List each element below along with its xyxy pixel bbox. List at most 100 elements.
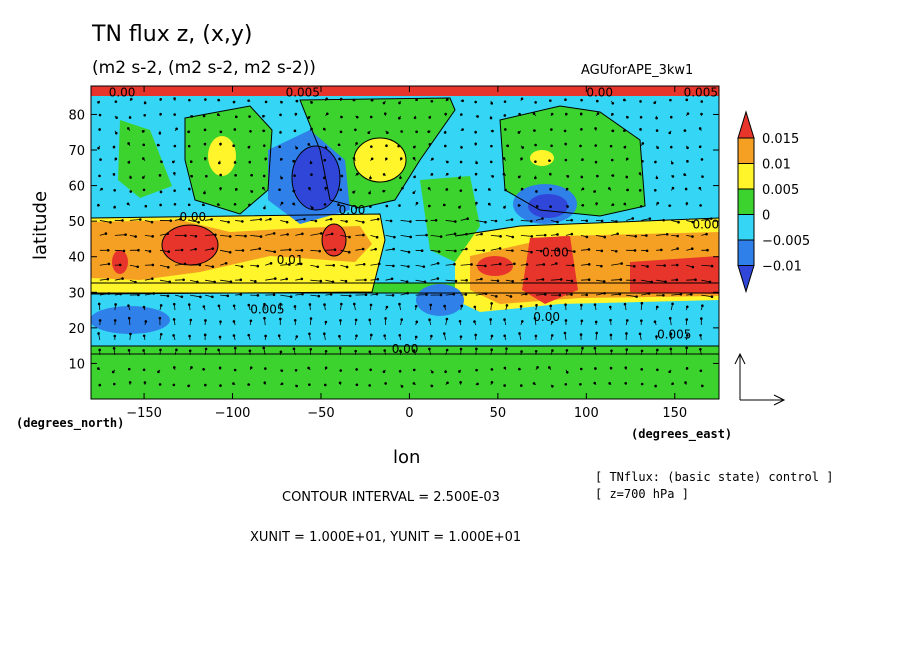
- flux-vector-head: [355, 334, 358, 338]
- flux-vector-head: [308, 332, 311, 336]
- flux-vector-head: [259, 218, 263, 221]
- flux-vector-head: [113, 188, 116, 192]
- flux-vector-head: [216, 113, 220, 116]
- flux-vector-head: [248, 203, 251, 207]
- flux-vector-head: [295, 384, 298, 388]
- flux-vector: [520, 220, 532, 222]
- flux-vector-head: [699, 347, 702, 351]
- flux-vector: [445, 220, 456, 222]
- flux-vector-head: [240, 265, 244, 268]
- flux-vector-head: [203, 191, 206, 195]
- flux-vector-head: [288, 263, 291, 266]
- flux-vector-head: [594, 160, 598, 164]
- flux-vector-head: [579, 367, 583, 371]
- contour-label: 0.005: [657, 328, 691, 342]
- flux-vector-head: [141, 176, 145, 179]
- flux-vector-head: [425, 233, 428, 237]
- flux-vector-head: [247, 145, 251, 149]
- flux-vector-head: [262, 174, 266, 178]
- flux-vector-head: [520, 350, 523, 353]
- flux-vector-head: [524, 292, 528, 296]
- colorbar-label: −0.01: [762, 260, 802, 275]
- flux-vector-head: [490, 144, 493, 148]
- flux-vector-head: [148, 250, 152, 253]
- flux-vector-head: [292, 347, 296, 351]
- flux-vector-head: [173, 113, 176, 116]
- flux-vector-head: [443, 131, 447, 134]
- flux-vector-head: [280, 176, 283, 180]
- flux-vector-head: [382, 101, 386, 105]
- flux-vector-head: [694, 278, 697, 282]
- y-unit-note: (degrees_north): [16, 416, 125, 430]
- flux-vector: [189, 220, 199, 223]
- flux-vector-head: [115, 131, 118, 135]
- flux-vector-head: [211, 265, 215, 269]
- flux-vector-head: [97, 146, 100, 150]
- flux-vector-head: [385, 144, 388, 148]
- flux-vector-head: [137, 248, 140, 252]
- flux-vector: [250, 234, 262, 237]
- contour-label: 0.01: [277, 253, 304, 267]
- flux-vector-head: [600, 249, 604, 253]
- flux-vector-head: [151, 263, 155, 267]
- flux-vector-head: [219, 130, 223, 134]
- flux-vector-head: [564, 142, 567, 146]
- flux-vector-head: [669, 332, 673, 336]
- flux-vector-head: [564, 303, 567, 306]
- midlat-boundary-band: [91, 283, 719, 293]
- flux-vector-head: [219, 142, 222, 146]
- flux-vector-head: [460, 146, 463, 149]
- flux-vector-head: [465, 247, 468, 251]
- flux-vector-head: [166, 294, 170, 298]
- flux-vector-head: [700, 158, 704, 161]
- flux-vector-head: [329, 217, 333, 221]
- flux-vector-head: [385, 204, 389, 208]
- flux-vector-head: [398, 369, 402, 373]
- flux-vector: [129, 264, 138, 268]
- flux-vector-head: [655, 129, 659, 132]
- flux-vector: [159, 294, 169, 297]
- flux-vector: [385, 234, 395, 238]
- flux-vector-head: [127, 316, 131, 320]
- flux-vector-head: [639, 205, 643, 208]
- flux-vector-head: [656, 146, 659, 149]
- flux-vector-head: [189, 160, 193, 164]
- flux-vector-head: [159, 332, 163, 336]
- flux-vector-head: [634, 234, 638, 238]
- flux-vector-head: [232, 334, 236, 337]
- flux-vector-head: [273, 277, 277, 280]
- flux-vector-head: [314, 219, 318, 223]
- flux-vector-head: [256, 294, 260, 297]
- flux-vector-head: [196, 280, 199, 284]
- flux-vector-head: [203, 157, 207, 160]
- flux-vector: [415, 279, 426, 283]
- flux-vector-head: [685, 334, 689, 337]
- flux-vector-head: [445, 317, 449, 321]
- flux-vector-head: [475, 368, 478, 372]
- flux-vector-head: [534, 350, 538, 353]
- flux-vector-head: [603, 235, 607, 239]
- flux-vector-head: [143, 381, 147, 384]
- flux-vector-head: [98, 383, 102, 387]
- flux-vector-head: [355, 142, 358, 145]
- flux-vector-head: [445, 188, 449, 191]
- flux-vector-head: [444, 144, 447, 148]
- colorbar-top-arrow: [737, 110, 755, 139]
- flux-vector-head: [534, 176, 537, 180]
- flux-vector-head: [619, 278, 623, 281]
- flux-vector-head: [295, 99, 299, 103]
- flux-vector-head: [228, 235, 232, 238]
- flux-vector-head: [480, 232, 483, 236]
- flux-vector-head: [580, 98, 583, 102]
- flux-vector-head: [487, 202, 491, 206]
- flux-vector-head: [324, 320, 328, 324]
- flux-vector-head: [453, 262, 456, 266]
- flux-vector-head: [587, 248, 591, 251]
- flux-vector-head: [384, 317, 387, 320]
- flux-vector-head: [668, 131, 672, 135]
- flux-vector-head: [705, 232, 708, 236]
- flux-vector-head: [247, 99, 250, 102]
- flux-vector-head: [129, 176, 132, 179]
- flux-vector: [325, 249, 336, 251]
